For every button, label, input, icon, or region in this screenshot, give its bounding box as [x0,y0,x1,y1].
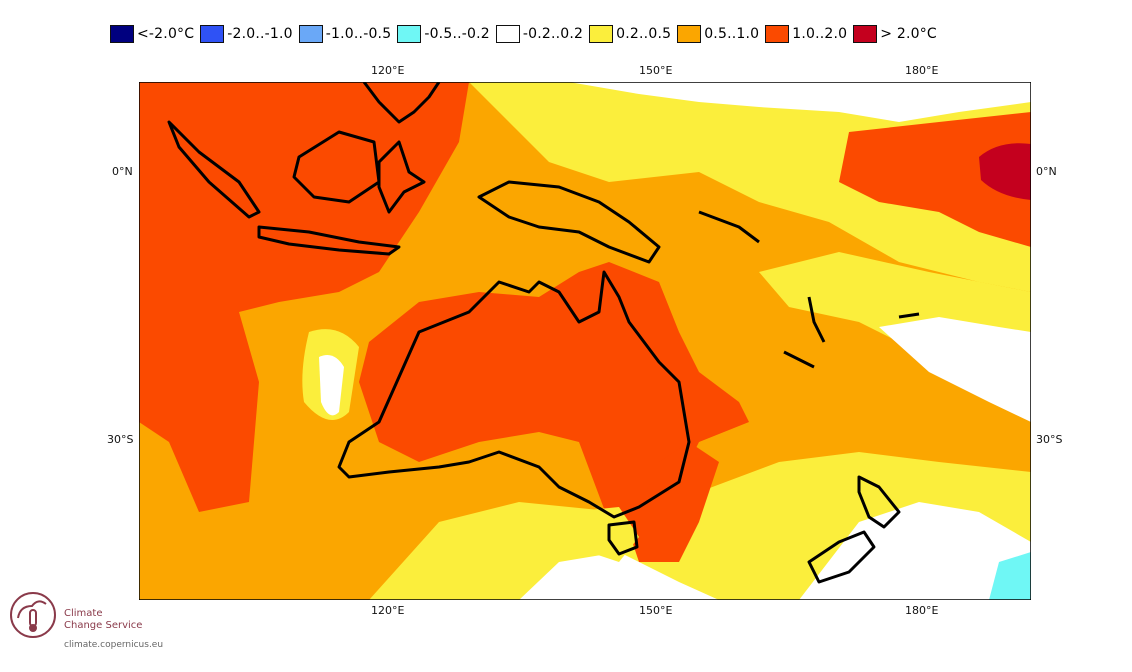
legend-label: 0.2..0.5 [616,26,672,42]
left-lat-label-30s: 30°S [107,433,134,446]
bottom-lon-label-150e: 150°E [639,604,673,617]
legend-item: -1.0..-0.5 [298,25,392,43]
coastline-australia [337,270,691,519]
region-neutral-westcoast [319,354,344,416]
legend-item: > 2.0°C [853,25,937,43]
logo-url: climate.copernicus.eu [64,640,164,650]
logo-line2: Change Service [64,620,143,631]
legend-item: -0.2..0.2 [495,25,584,43]
coastline-philippines [362,82,441,124]
coastline-new-zealand-north [857,475,901,529]
coastline-java [257,225,401,256]
legend-item: -0.5..-0.2 [397,25,490,43]
copernicus-logo: Climate Change Service climate.copernicu… [6,588,176,658]
region-neutral-nz [799,502,1031,600]
right-lat-label-30s: 30°S [1036,433,1063,446]
coastline-fiji [898,312,920,319]
legend-item: 0.2..0.5 [589,25,671,43]
climate-thermometer-icon [10,592,56,638]
legend-label: -0.2..0.2 [522,26,584,42]
region-neutral-south [519,552,719,600]
legend-swatch [765,25,790,43]
bottom-lon-label-180e: 180°E [905,604,939,617]
legend-swatch [589,25,614,43]
top-lon-label-180e: 180°E [905,64,939,77]
region-1p0-2p0-west [139,82,469,512]
anomaly-fill-layer [139,82,1031,600]
coastline-borneo [292,130,381,204]
legend-swatch [495,25,520,43]
top-lon-label-150e: 150°E [639,64,673,77]
bottom-lon-label-120e: 120°E [371,604,405,617]
legend-label: 1.0..2.0 [792,26,848,42]
region-1p0-2p0-pacific [839,112,1031,247]
legend-label: -1.0..-0.5 [325,26,392,42]
legend-label: -0.5..-0.2 [424,26,490,42]
region-minus0p5-minus0p2-cyan [989,552,1031,600]
legend-label: <-2.0°C [137,26,195,42]
coastline-sulawesi [377,140,426,214]
region-neutral-north [569,82,1031,122]
legend-label: -2.0..-1.0 [227,26,293,42]
coastline-layer [167,82,920,584]
legend-swatch [677,25,702,43]
logo-line1: Climate [64,608,103,619]
legend-swatch [298,25,323,43]
coastline-new-guinea [477,180,661,264]
top-lon-label-120e: 120°E [371,64,405,77]
legend: <-2.0°C -2.0..-1.0 -1.0..-0.5 -0.5..-0.2 -0.… [110,20,943,48]
region-above-2p0-hotspot [979,143,1031,200]
legend-swatch [110,25,134,43]
region-1p0-2p0-australia [359,262,749,542]
coastline-new-zealand-south [807,530,876,584]
region-0p2-0p5-tasmania [569,507,639,562]
legend-label: > 2.0°C [880,26,937,42]
legend-item: <-2.0°C [110,25,194,43]
coastline-tasmania [607,520,639,556]
right-lat-label-0n: 0°N [1036,165,1057,178]
legend-item: 1.0..2.0 [765,25,847,43]
region-1p0-2p0-tasman [629,442,719,562]
legend-swatch [200,25,225,43]
coastline-new-caledonia [783,350,815,369]
legend-swatch [853,25,878,43]
legend-item: -2.0..-1.0 [200,25,293,43]
coastline-sumatra [167,120,261,219]
legend-swatch [397,25,422,43]
left-lat-label-0n: 0°N [112,165,133,178]
region-neutral-east [879,317,1031,422]
coastline-vanuatu [807,296,826,343]
coastline-solomon-islands [698,210,760,244]
legend-label: 0.5..1.0 [704,26,760,42]
legend-item: 0.5..1.0 [677,25,759,43]
temperature-anomaly-map [139,82,1031,600]
